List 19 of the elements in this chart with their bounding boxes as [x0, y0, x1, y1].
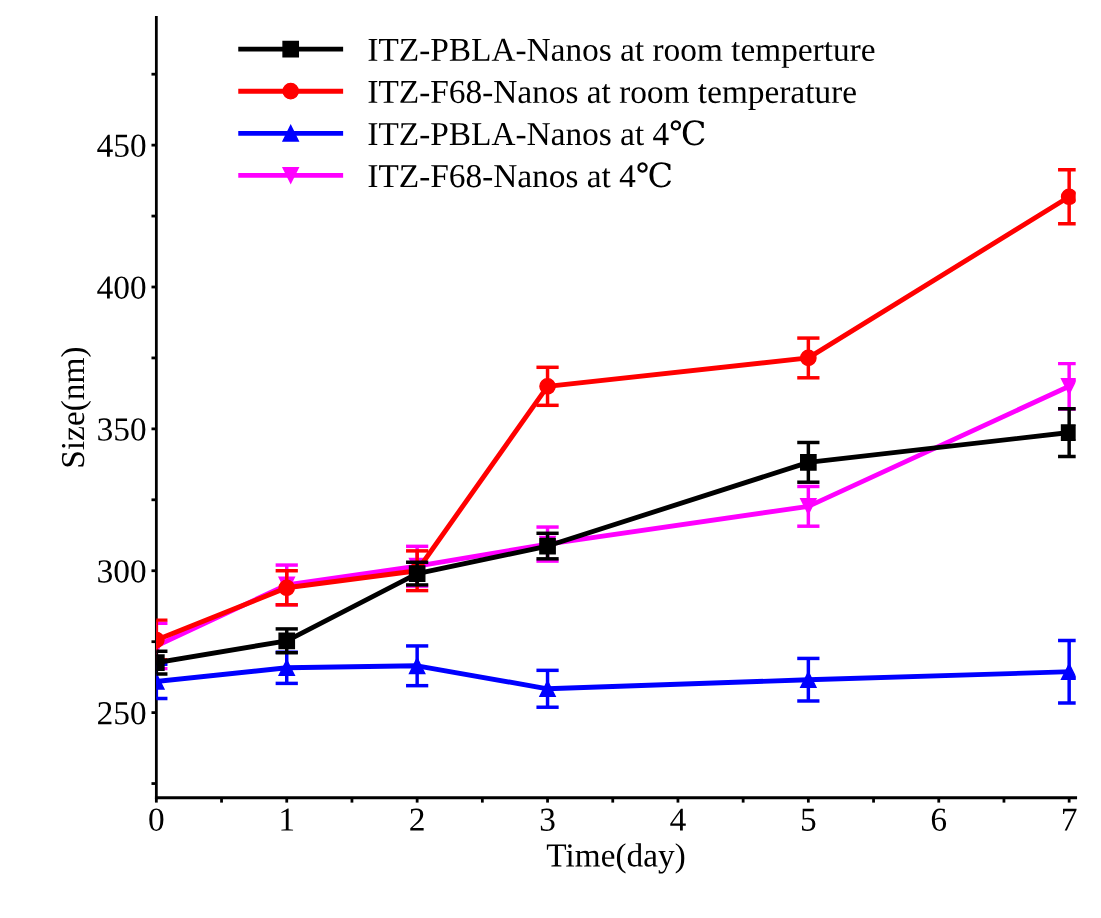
legend-label: ITZ-F68-Nanos at room temperature — [368, 80, 856, 110]
x-tick-label: 1 — [281, 808, 294, 831]
x-axis-title: Time(day) — [546, 843, 685, 874]
x-tick-label: 4 — [670, 808, 686, 831]
y-tick-label: 250 — [98, 702, 146, 725]
legend-label: ITZ-F68-Nanos at 4℃ — [368, 162, 672, 188]
legend-label: ITZ-PBLA-Nanos at 4℃ — [368, 120, 705, 146]
x-tick-label: 7 — [1063, 808, 1077, 831]
y-tick-label: 400 — [97, 276, 146, 299]
x-tick-label: 3 — [540, 808, 555, 831]
x-tick-label: 6 — [931, 808, 947, 831]
y-axis-title: Size(nm) — [60, 347, 92, 467]
legend-label: ITZ-PBLA-Nanos at room temperture — [368, 38, 875, 68]
x-tick-label: 0 — [149, 808, 164, 831]
x-tick-label: 2 — [410, 808, 424, 831]
y-tick-label: 300 — [98, 560, 146, 583]
x-tick-label: 5 — [801, 808, 816, 831]
y-tick-label: 350 — [98, 418, 146, 441]
y-tick-label: 450 — [97, 134, 146, 158]
